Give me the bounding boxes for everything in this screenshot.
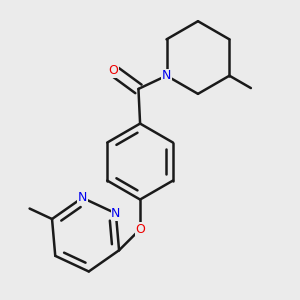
Text: N: N	[111, 207, 121, 220]
Text: O: O	[109, 64, 118, 77]
Text: O: O	[135, 223, 145, 236]
Text: N: N	[78, 191, 87, 204]
Text: N: N	[162, 69, 171, 82]
